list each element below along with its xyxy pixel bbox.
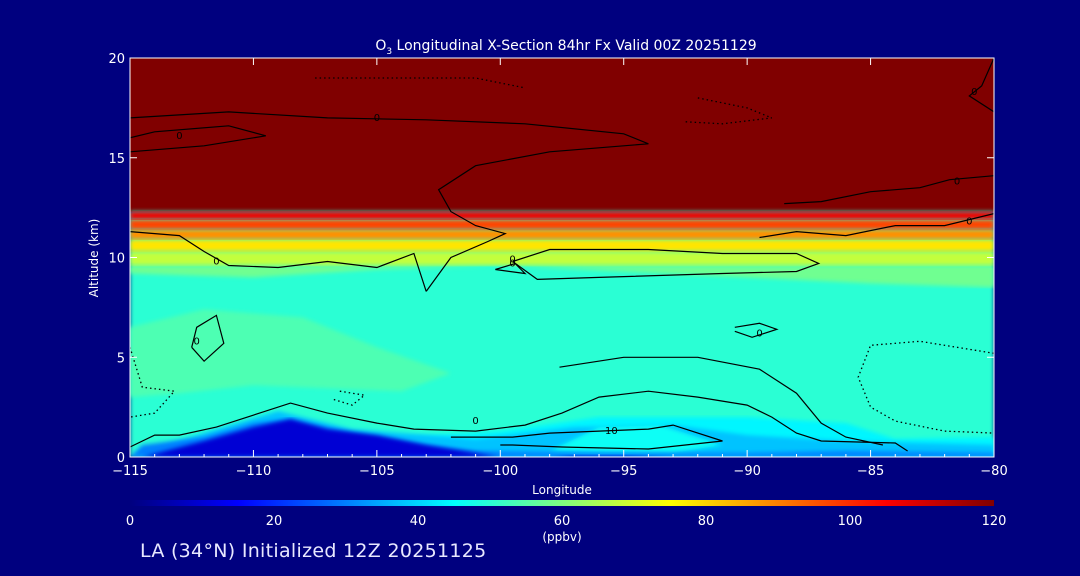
x-tick-label: −100: [482, 464, 518, 479]
y-tick-label: 10: [108, 252, 125, 267]
colorbar-unit: (ppbv): [542, 530, 581, 544]
contour-line: [191, 314, 225, 363]
y-axis-ticks: 0 5 10 15 20: [108, 52, 994, 466]
colorbar-tick-label: 120: [982, 514, 1007, 529]
contour-line: [130, 231, 427, 292]
contour-line: [130, 390, 908, 452]
ozone-region: [130, 219, 994, 230]
contour-line: [332, 390, 367, 406]
contour-label: 0: [213, 257, 219, 268]
contour-label: 0: [509, 255, 515, 266]
contour-line: [315, 77, 526, 89]
x-axis-label: Longitude: [532, 483, 592, 497]
contour-line: [559, 356, 884, 446]
contour-line: [784, 175, 994, 205]
colorbar-tick-label: 40: [410, 514, 427, 529]
ozone-field: [130, 58, 994, 457]
initialization-footer: LA (34°N) Initialized 12Z 20251125: [140, 540, 487, 562]
contour-label: 0: [374, 113, 380, 124]
ozone-region: [130, 265, 994, 288]
contour-label: 0: [966, 217, 972, 228]
colorbar: [130, 500, 994, 506]
chart-title: O3 Longitudinal X-Section 84hr Fx Valid …: [375, 38, 756, 57]
colorbar-tick-label: 100: [838, 514, 863, 529]
ozone-region: [130, 239, 994, 252]
contour-label: 0: [509, 259, 515, 270]
x-axis-ticks: −115 −110 −105 −100 −95 −90 −85 −80: [112, 58, 1008, 479]
contour-label: 10: [605, 426, 618, 437]
x-tick-label: −110: [236, 464, 272, 479]
contour-line: [495, 262, 527, 275]
contour-label: 0: [954, 177, 960, 188]
x-tick-label: −80: [980, 464, 1007, 479]
contour-line: [734, 322, 779, 338]
contour-line: [685, 97, 773, 125]
title-subscript: 3: [386, 47, 392, 57]
y-tick-label: 0: [117, 451, 125, 466]
contour-label: 0: [756, 328, 762, 339]
contour-label: 0: [176, 131, 182, 142]
contour-line: [759, 213, 994, 239]
ozone-region: [130, 309, 451, 398]
x-tick-label: −90: [733, 464, 760, 479]
ozone-region: [130, 251, 994, 266]
colorbar-tick-label: 20: [266, 514, 283, 529]
contour-line: [857, 340, 994, 434]
ozone-region: [130, 58, 994, 212]
contour-line: [450, 424, 723, 450]
title-rest: Longitudinal X-Section 84hr Fx Valid 00Z…: [392, 38, 757, 54]
y-tick-label: 15: [108, 152, 125, 167]
title-prefix: O: [375, 38, 386, 54]
x-tick-label: −85: [857, 464, 884, 479]
x-tick-label: −115: [112, 464, 148, 479]
x-tick-label: −105: [359, 464, 395, 479]
contour-label: 0: [971, 87, 977, 98]
colorbar-tick-label: 80: [698, 514, 715, 529]
contour-label: 0: [472, 416, 478, 427]
contour-label: 0: [194, 336, 200, 347]
contour-line: [512, 248, 821, 281]
ozone-region: [130, 229, 994, 240]
colorbar-ticks: 0 20 40 60 80 100 120: [126, 514, 1007, 529]
ozone-region: [142, 419, 501, 457]
contour-line: [130, 347, 176, 418]
y-axis-label: Altitude (km): [87, 219, 101, 298]
ozone-region: [130, 211, 994, 220]
colorbar-tick-label: 0: [126, 514, 134, 529]
contour-line: [130, 111, 649, 292]
y-tick-label: 5: [117, 351, 125, 366]
contour-line: [968, 58, 994, 113]
x-tick-label: −95: [610, 464, 637, 479]
y-tick-label: 20: [108, 52, 125, 67]
colorbar-tick-label: 60: [554, 514, 571, 529]
contour-line: [130, 125, 266, 153]
